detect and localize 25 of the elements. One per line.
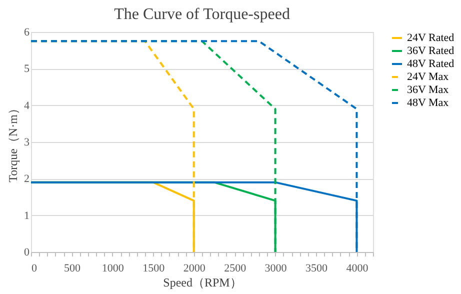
legend-label: 24V Max — [407, 71, 450, 83]
legend-label: 48V Max — [407, 97, 450, 109]
chart-title: The Curve of Torque-speed — [114, 6, 290, 23]
y-tick-label: 6 — [24, 26, 30, 38]
x-tick-label: 4000 — [346, 262, 369, 274]
legend-label: 48V Rated — [407, 58, 455, 70]
x-tick-label: 0 — [32, 262, 38, 274]
legend-label: 36V Max — [407, 84, 450, 96]
y-tick-label: 2 — [24, 173, 30, 186]
x-tick-label: 3500 — [306, 262, 328, 274]
legend-label: 36V Rated — [407, 45, 455, 57]
x-tick-label: 3000 — [264, 262, 288, 274]
y-axis-title: Torque（N·m） — [6, 102, 20, 182]
x-tick-label: 2000 — [183, 262, 206, 274]
x-tick-label: 1500 — [142, 262, 166, 274]
x-tick-label: 500 — [64, 262, 81, 274]
y-tick-label: 5 — [24, 63, 30, 76]
y-tick-label: 1 — [24, 210, 30, 222]
x-axis-title: Speed（RPM） — [163, 276, 242, 290]
y-tick-label: 3 — [24, 136, 30, 148]
x-tick-label: 2500 — [224, 262, 247, 274]
y-tick-label: 0 — [24, 246, 30, 258]
x-tick-label: 1000 — [102, 262, 124, 274]
legend-label: 24V Rated — [407, 32, 455, 44]
y-tick-label: 4 — [24, 100, 30, 112]
